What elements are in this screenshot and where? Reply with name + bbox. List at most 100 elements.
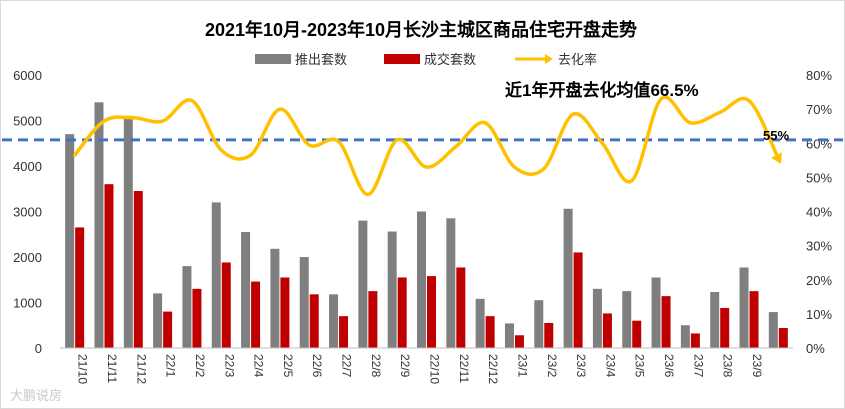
x-tick-label: 23/6 (662, 354, 676, 378)
bar-pushed (651, 277, 661, 348)
y-right-tick-label: 20% (806, 273, 832, 288)
bar-pushed (123, 115, 133, 348)
bar-pushed (182, 266, 192, 348)
bar-pushed (622, 291, 632, 348)
bar-pushed (768, 312, 778, 348)
bar-sold (397, 277, 407, 348)
y-left-tick-label: 6000 (13, 68, 42, 83)
legend-arrow-rate (545, 54, 553, 64)
x-tick-label: 22/6 (310, 354, 324, 378)
bar-sold (221, 262, 231, 348)
x-tick-label: 23/8 (721, 354, 735, 378)
average-annotation: 近1年开盘去化均值66.5% (505, 80, 699, 100)
bar-pushed (65, 134, 75, 348)
legend-label-pushed: 推出套数 (295, 52, 347, 67)
y-right-tick-label: 40% (806, 205, 832, 220)
bar-pushed (534, 300, 544, 348)
bar-series (65, 102, 788, 348)
bar-pushed (680, 325, 690, 348)
rate-line (72, 95, 781, 197)
bar-sold (632, 320, 642, 348)
bar-pushed (299, 257, 309, 348)
bar-sold (661, 296, 671, 348)
bar-sold (368, 291, 378, 348)
bar-sold (602, 313, 612, 348)
y-right-tick-label: 10% (806, 307, 832, 322)
y-right-tick-label: 80% (806, 68, 832, 83)
x-tick-label: 22/9 (398, 354, 412, 378)
x-tick-label: 23/9 (750, 354, 764, 378)
x-tick-label: 22/10 (428, 354, 442, 384)
reference-annotation: 55% (763, 128, 789, 143)
bar-sold (192, 288, 202, 348)
bar-sold (749, 291, 759, 348)
x-tick-label: 23/2 (545, 354, 559, 378)
bar-pushed (270, 248, 280, 348)
legend: 推出套数 成交套数 去化率 (255, 52, 597, 67)
bar-pushed (446, 218, 456, 348)
y-left-tick-label: 1000 (13, 296, 42, 311)
bar-pushed (739, 267, 749, 348)
x-tick-label: 22/4 (252, 354, 266, 378)
x-tick-label: 22/5 (281, 354, 295, 378)
bar-pushed (504, 323, 514, 348)
bar-sold (75, 227, 85, 348)
y-left-tick-label: 5000 (13, 114, 42, 129)
bar-pushed (94, 102, 104, 348)
bar-pushed (417, 211, 426, 348)
x-tick-label: 21/12 (134, 354, 148, 384)
y-right-tick-label: 30% (806, 239, 832, 254)
bar-sold (485, 316, 495, 348)
x-tick-label: 22/2 (193, 354, 207, 378)
bar-sold (778, 327, 788, 348)
x-tick-label: 22/12 (486, 354, 500, 384)
watermark-text: 大鹏说房 (10, 388, 62, 403)
right-axis: 0%10%20%30%40%50%60%70%80% (806, 68, 832, 356)
x-tick-label: 23/3 (574, 354, 588, 378)
bar-pushed (329, 294, 339, 348)
left-axis: 0 1000 2000 3000 4000 5000 6000 (13, 68, 42, 356)
bar-pushed (592, 288, 602, 348)
x-tick-label: 22/1 (164, 354, 178, 378)
x-tick-label: 21/10 (76, 354, 90, 384)
y-right-tick-label: 70% (806, 102, 832, 117)
bar-sold (456, 267, 466, 348)
y-left-tick-label: 0 (35, 341, 42, 356)
x-tick-label: 23/4 (603, 354, 617, 378)
x-tick-label: 22/11 (457, 354, 471, 383)
x-tick-label: 22/8 (369, 354, 383, 378)
bar-sold (690, 333, 700, 348)
bar-sold (280, 277, 290, 348)
bar-sold (309, 294, 319, 348)
bar-pushed (241, 231, 251, 348)
legend-label-sold: 成交套数 (424, 52, 476, 67)
bar-pushed (475, 298, 485, 348)
y-right-tick-label: 0% (806, 341, 825, 356)
y-left-tick-label: 2000 (13, 250, 42, 265)
bar-sold (514, 335, 524, 348)
bar-pushed (153, 293, 163, 348)
legend-label-rate: 去化率 (558, 52, 597, 67)
bar-sold (720, 307, 730, 348)
bar-sold (544, 322, 554, 348)
x-tick-label: 23/5 (633, 354, 647, 378)
y-left-tick-label: 3000 (13, 205, 42, 220)
bar-sold (163, 311, 173, 348)
y-left-tick-label: 4000 (13, 159, 42, 174)
bar-sold (133, 191, 143, 348)
bar-sold (427, 276, 436, 348)
bar-sold (339, 316, 349, 348)
bar-sold (573, 252, 583, 348)
bar-sold (104, 184, 114, 348)
chart-title: 2021年10月-2023年10月长沙主城区商品住宅开盘走势 (205, 19, 637, 40)
bar-pushed (563, 208, 573, 348)
x-tick-label: 23/1 (515, 354, 529, 378)
bar-sold (251, 281, 261, 348)
x-axis: 21/10 21/11 21/12 22/1 22/2 22/3 22/4 22/5 22/6 2… (76, 354, 764, 384)
x-tick-label: 22/3 (222, 354, 236, 378)
x-tick-label: 23/7 (691, 354, 705, 378)
x-tick-label: 22/7 (340, 354, 354, 378)
legend-swatch-sold (384, 54, 420, 64)
legend-swatch-pushed (255, 54, 291, 64)
